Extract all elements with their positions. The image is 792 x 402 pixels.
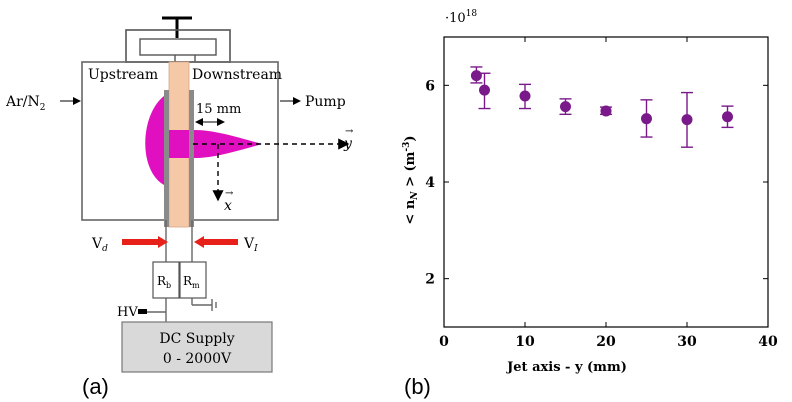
dc-supply-box: [121, 321, 273, 373]
hv-label: HV: [117, 305, 138, 320]
vi-label: VI: [243, 236, 258, 254]
svg-text:→: →: [345, 126, 354, 137]
dc-supply-line2: 0 - 2000V: [163, 351, 232, 367]
data-point: [722, 111, 733, 123]
data-point: [600, 105, 612, 117]
data-point: [641, 113, 652, 125]
panel-label-a: (a): [82, 374, 109, 399]
chart-axes: 0 10 20 30 40 2 4 6: [425, 36, 778, 350]
plot-frame: [443, 36, 769, 328]
y-tick-label: 4: [425, 175, 435, 191]
x-axis-label: x: [224, 198, 232, 214]
upstream-label: Upstream: [88, 67, 158, 83]
electrode-left: [164, 90, 169, 227]
panel-label-b: (b): [404, 374, 431, 399]
data-point: [470, 70, 482, 82]
data-point: [519, 90, 531, 102]
data-point: [681, 114, 693, 126]
x-axis-title: Jet axis - y (mm): [506, 360, 627, 375]
density-chart: ·1018 0 10 20 30 40 2 4 6 Jet axis - y (mm) < n…: [402, 9, 778, 375]
gas-inlet-label: Ar/N2: [5, 94, 46, 113]
downstream-label: Downstream: [192, 67, 282, 83]
top-flange: [125, 16, 231, 63]
svg-text:→: →: [225, 188, 234, 199]
data-point: [479, 84, 490, 96]
y-axis-label: y: [343, 136, 353, 152]
x-tick-label: 30: [677, 334, 697, 350]
svg-text:Rm: Rm: [183, 274, 200, 290]
dc-supply-line1: DC Supply: [159, 331, 234, 347]
resistor-rm: [179, 261, 207, 299]
x-tick-label: 20: [596, 334, 616, 350]
electrode-right: [189, 90, 194, 227]
resistor-rb: [152, 261, 180, 299]
y-tick-label: 6: [425, 78, 435, 94]
vd-label: Vd: [91, 236, 108, 254]
x-tick-label: 10: [515, 334, 535, 350]
pump-label: Pump: [305, 94, 346, 110]
chart-marks: [470, 66, 734, 148]
svg-text:Rb: Rb: [157, 274, 171, 290]
jet-setup-diagram: 15 mm y → x → Upstream Downstream Ar/N2 …: [5, 16, 354, 373]
vi-probe: [204, 239, 238, 245]
data-point: [560, 101, 571, 113]
vd-probe: [122, 239, 158, 245]
gap-label: 15 mm: [196, 102, 241, 117]
y-tick-label: 2: [425, 272, 435, 288]
x-tick-label: 40: [758, 334, 778, 350]
y-axis-title: < nN > (m-3): [402, 135, 420, 224]
x-tick-label: 0: [439, 334, 449, 350]
y-multiplier: ·1018: [445, 9, 477, 26]
plasma-plume-upstream: [145, 96, 164, 185]
